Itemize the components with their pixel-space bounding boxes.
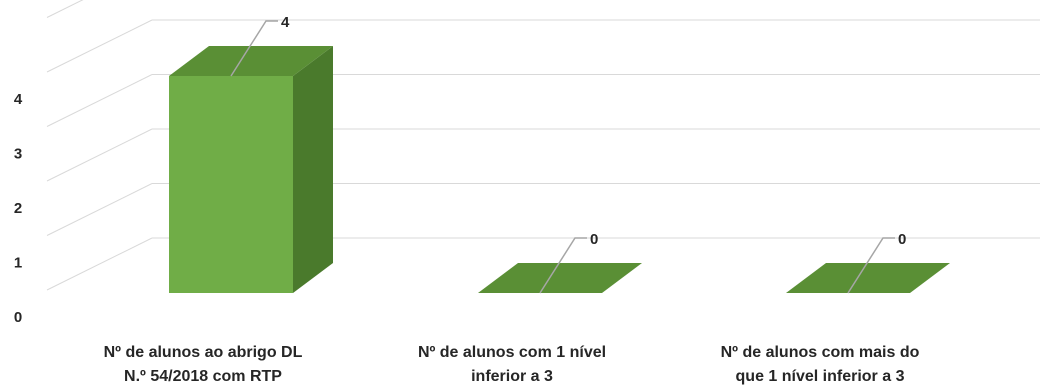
gridline-depth: [46, 74, 153, 127]
data-label: 4: [281, 14, 290, 31]
y-tick-label: 4: [14, 91, 23, 108]
bar-top-face: [478, 263, 642, 293]
gridline-depth: [46, 183, 153, 236]
gridline-depth: [46, 0, 84, 18]
bar: [169, 20, 333, 293]
y-tick-label: 0: [14, 309, 22, 326]
data-label-leader: [847, 237, 895, 294]
data-label: 0: [898, 231, 906, 248]
bar-top-face: [786, 263, 950, 293]
gridline-depth: [46, 128, 153, 182]
y-tick-label: 2: [14, 200, 22, 217]
bar: [478, 237, 642, 294]
data-label: 0: [590, 231, 598, 248]
bar: [786, 237, 950, 294]
data-label-leader: [539, 237, 587, 294]
gridline-depth: [46, 237, 153, 291]
category-label: inferior a 3: [471, 368, 553, 385]
category-label: que 1 nível inferior a 3: [736, 368, 905, 385]
category-label: Nº de alunos com mais do: [721, 344, 920, 361]
y-tick-label: 1: [14, 255, 22, 272]
labels: 0 1 2 3 4 4 0 0 Nº de alunos ao abrigo DL N.º 54/…: [14, 14, 920, 385]
bars: [169, 20, 950, 294]
gridline-depth: [46, 19, 153, 73]
y-tick-label: 3: [14, 146, 22, 163]
bar-side-face: [293, 46, 333, 293]
category-label: Nº de alunos com 1 nível: [418, 344, 606, 361]
data-label-leader: [230, 20, 278, 77]
bar-front-face: [169, 76, 293, 293]
category-label: N.º 54/2018 com RTP: [124, 368, 282, 385]
bar-top-face: [169, 46, 333, 76]
category-label: Nº de alunos ao abrigo DL: [104, 344, 303, 361]
